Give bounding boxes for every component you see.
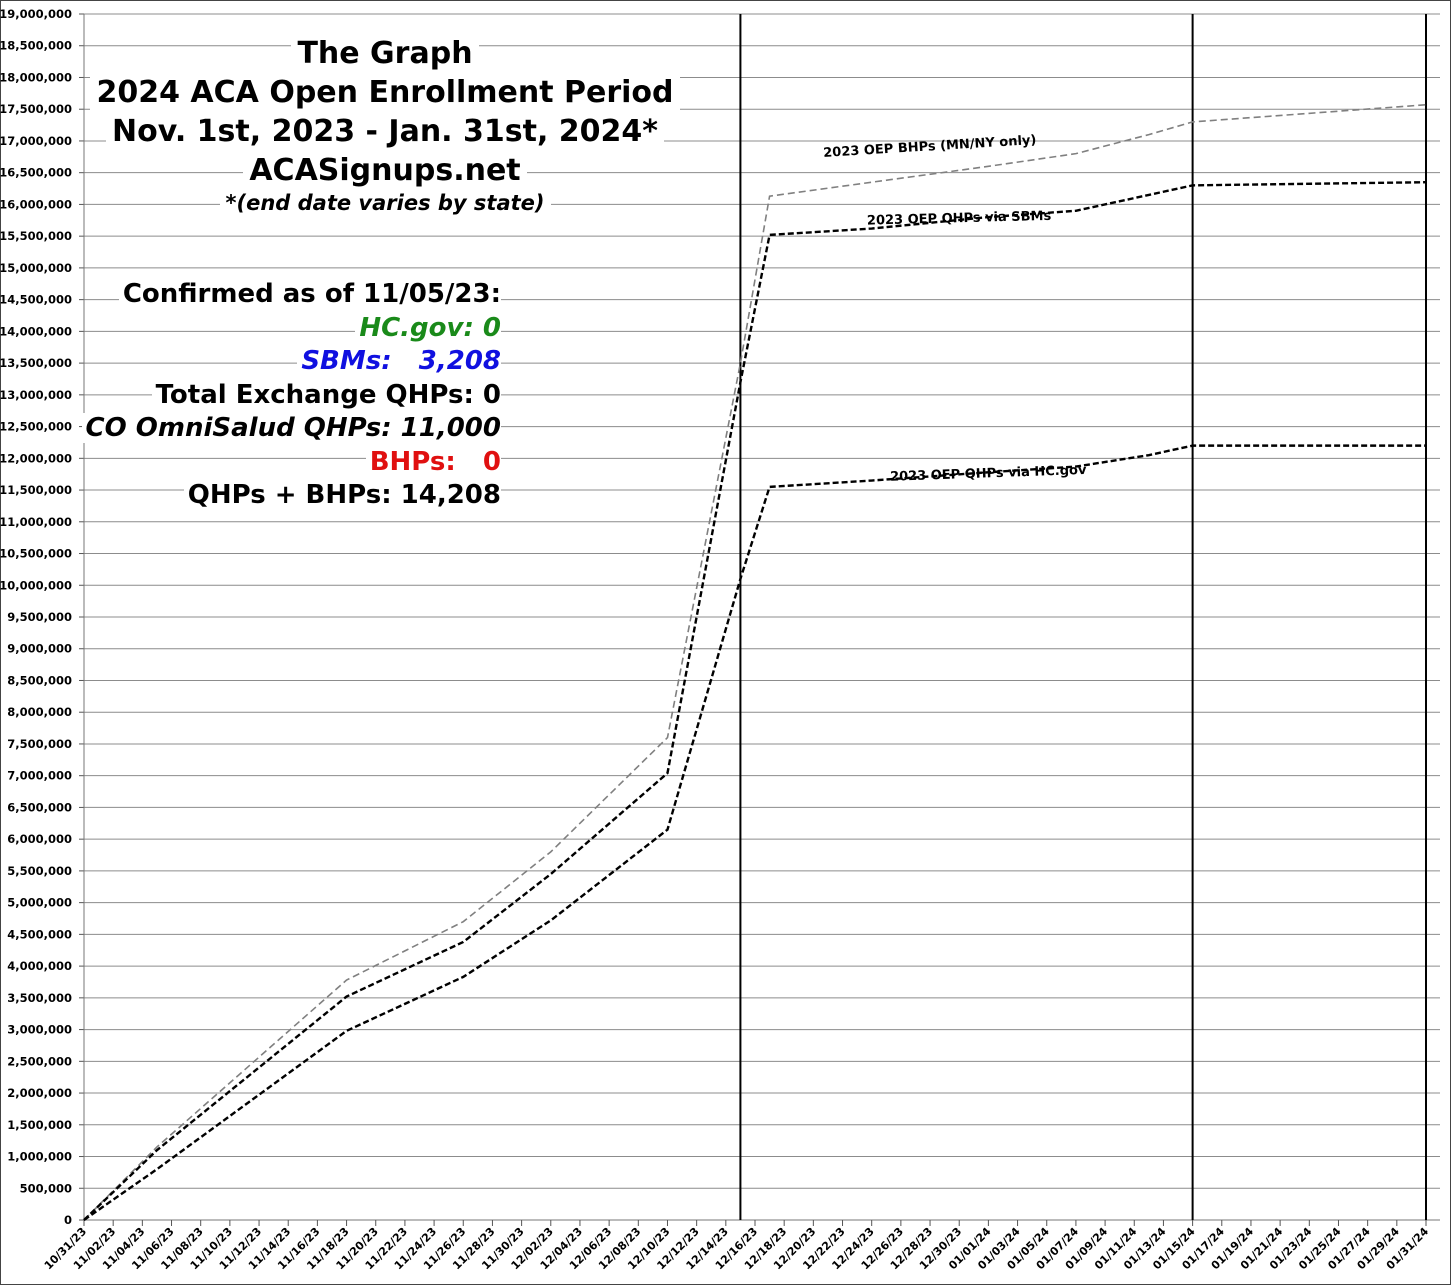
y-tick-label: 13,000,000 [0, 388, 72, 402]
stat-hcgov: HC.gov: 0 [355, 312, 501, 343]
y-tick-label: 17,500,000 [0, 102, 72, 116]
y-tick-label: 11,500,000 [0, 483, 72, 497]
y-tick-label: 1,000,000 [7, 1150, 72, 1164]
y-tick-label: 16,500,000 [0, 166, 72, 180]
stat-qhps-bhps: QHPs + BHPs: 14,208 [183, 480, 501, 510]
y-tick-label: 4,500,000 [7, 927, 72, 941]
series-line [83, 444, 1426, 1221]
y-tick-label: 17,000,000 [0, 134, 72, 148]
y-tick-label: 8,500,000 [7, 673, 72, 687]
y-tick-label: 15,000,000 [0, 261, 72, 275]
y-tick-label: 9,500,000 [7, 610, 72, 624]
chart-title: The Graph 2024 ACA Open Enrollment Perio… [90, 34, 680, 216]
y-tick-label: 3,500,000 [7, 991, 72, 1005]
stats-heading: Confirmed as of 11/05/23: [118, 279, 501, 309]
y-tick-label: 19,000,000 [0, 7, 72, 21]
chart-subtitle: *(end date varies by state) [219, 191, 551, 215]
title-line-2: 2024 ACA Open Enrollment Period [90, 75, 680, 110]
stat-total-exchange: Total Exchange QHPs: 0 [151, 379, 501, 410]
y-tick-label: 9,000,000 [7, 642, 72, 656]
y-tick-label: 14,500,000 [0, 293, 72, 307]
stat-bhps: BHPs: 0 [365, 446, 501, 477]
y-tick-label: 4,000,000 [7, 959, 72, 973]
y-tick-label: 2,000,000 [7, 1086, 72, 1100]
series-label: 2023 OEP BHPs (MN/NY only) [823, 133, 1037, 161]
series-line [83, 103, 1427, 1221]
series-line [83, 181, 1427, 1221]
y-tick-label: 7,000,000 [7, 769, 72, 783]
y-tick-label: 13,500,000 [0, 356, 72, 370]
y-tick-label: 7,500,000 [7, 737, 72, 751]
title-line-4: ACASignups.net [243, 153, 527, 188]
stat-sbms: SBMs: 3,208 [297, 346, 501, 376]
stat-co-omnisalud: CO OmniSalud QHPs: 11,000 [81, 413, 501, 443]
title-line-3: Nov. 1st, 2023 - Jan. 31st, 2024* [106, 114, 664, 149]
y-tick-label: 500,000 [20, 1181, 72, 1195]
y-tick-label: 2,500,000 [7, 1054, 72, 1068]
y-tick-label: 11,000,000 [0, 515, 72, 529]
series-label: 2023 OEP QHPs via HC.gov [890, 463, 1087, 485]
y-tick-label: 15,500,000 [0, 229, 72, 243]
y-tick-label: 18,000,000 [0, 70, 72, 84]
y-tick-label: 0 [64, 1213, 72, 1227]
y-tick-label: 1,500,000 [7, 1118, 72, 1132]
y-tick-label: 12,500,000 [0, 420, 72, 434]
y-tick-label: 18,500,000 [0, 39, 72, 53]
title-line-1: The Graph [291, 36, 479, 71]
y-tick-label: 12,000,000 [0, 451, 72, 465]
y-tick-label: 5,500,000 [7, 864, 72, 878]
y-tick-label: 10,000,000 [0, 578, 72, 592]
y-tick-label: 6,500,000 [7, 800, 72, 814]
y-tick-label: 8,000,000 [7, 705, 72, 719]
y-tick-label: 5,000,000 [7, 896, 72, 910]
y-tick-label: 14,000,000 [0, 324, 72, 338]
y-tick-label: 3,000,000 [7, 1023, 72, 1037]
y-tick-label: 16,000,000 [0, 197, 72, 211]
y-tick-label: 10,500,000 [0, 547, 72, 561]
series-label: 2023 OEP QHPs via SBMs [867, 209, 1052, 229]
y-tick-label: 6,000,000 [7, 832, 72, 846]
stats-box: Confirmed as of 11/05/23: HC.gov: 0 SBMs… [81, 278, 501, 513]
